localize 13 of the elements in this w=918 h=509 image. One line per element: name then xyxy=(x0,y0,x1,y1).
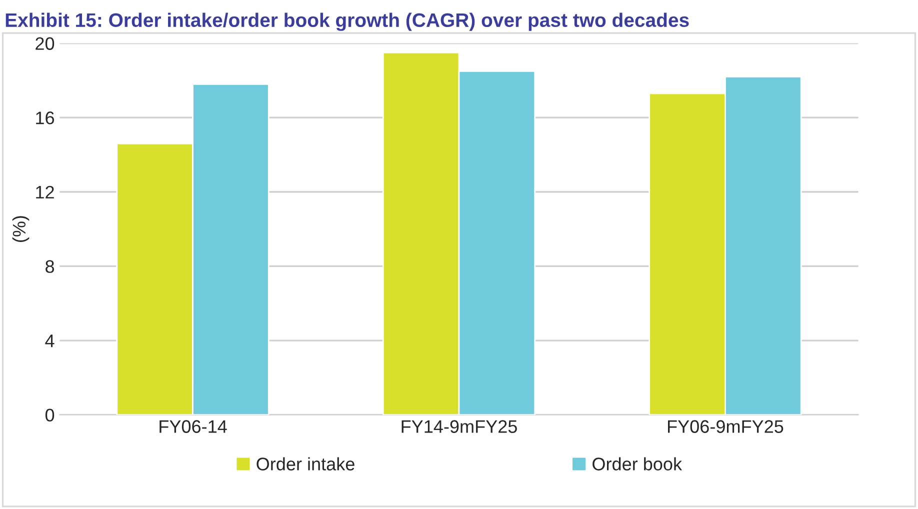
legend-label: Order intake xyxy=(256,457,354,470)
y-tick-label: 16 xyxy=(36,112,54,124)
y-tick-label: 12 xyxy=(36,186,54,198)
y-tick-label: 0 xyxy=(45,408,54,422)
x-tick-label: FY06-9mFY25 xyxy=(668,420,784,433)
y-axis-title: (%) xyxy=(12,216,30,242)
chart-title: Exhibit 15: Order intake/order book growth (CAGR) over past two decades xyxy=(6,12,689,31)
y-tick-label: 8 xyxy=(46,260,54,273)
y-tick-label: 4 xyxy=(45,334,54,348)
y-tick-label: 20 xyxy=(36,37,54,50)
x-tick-label: FY06-14 xyxy=(160,420,227,433)
legend-label: Order book xyxy=(592,457,682,470)
x-tick-label: FY14-9mFY25 xyxy=(402,420,517,433)
